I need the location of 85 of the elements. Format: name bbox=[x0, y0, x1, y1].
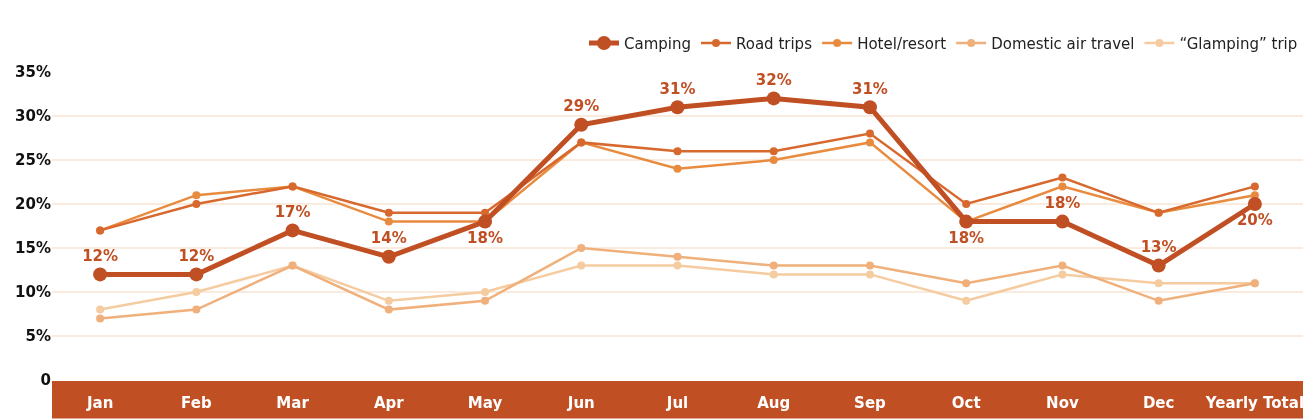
point bbox=[192, 305, 201, 314]
data-label: 31% bbox=[852, 79, 888, 98]
point bbox=[96, 305, 105, 314]
point bbox=[1154, 279, 1163, 288]
point bbox=[189, 267, 204, 282]
x-tick-label: May bbox=[467, 394, 503, 412]
point bbox=[1058, 270, 1067, 279]
point bbox=[865, 270, 874, 279]
legend-label: Camping bbox=[624, 34, 691, 53]
point bbox=[769, 156, 778, 164]
x-tick-label: Dec bbox=[1142, 394, 1175, 412]
x-tick-label: Aug bbox=[757, 394, 791, 412]
point bbox=[1151, 258, 1166, 273]
data-label: 32% bbox=[755, 70, 792, 89]
x-tick-label: Jan bbox=[85, 394, 114, 412]
point bbox=[769, 147, 778, 156]
data-label: 29% bbox=[563, 97, 600, 116]
x-tick-label: Apr bbox=[373, 394, 405, 412]
y-tick-label: 35% bbox=[15, 63, 51, 82]
point bbox=[192, 200, 201, 208]
y-tick-label: 20% bbox=[15, 195, 51, 214]
data-label: 13% bbox=[1140, 238, 1177, 257]
point bbox=[96, 314, 105, 323]
point bbox=[577, 244, 586, 252]
x-tick-label: Jul bbox=[665, 394, 689, 412]
x-tick-label: Feb bbox=[181, 394, 212, 412]
point bbox=[384, 217, 393, 226]
x-tick-label: Oct bbox=[951, 394, 981, 412]
point bbox=[1058, 173, 1067, 182]
point bbox=[1055, 214, 1070, 229]
point bbox=[481, 296, 490, 305]
legend-label: Domestic air travel bbox=[991, 34, 1135, 53]
data-label: 18% bbox=[948, 228, 985, 247]
point bbox=[384, 305, 393, 314]
data-label: 14% bbox=[370, 229, 407, 248]
y-tick-label: 30% bbox=[15, 107, 51, 126]
point bbox=[670, 100, 685, 115]
point bbox=[1058, 261, 1067, 270]
point bbox=[673, 252, 682, 261]
legend-label: Hotel/resort bbox=[857, 34, 947, 53]
point bbox=[962, 296, 971, 305]
point bbox=[192, 288, 201, 296]
data-label: 31% bbox=[659, 79, 696, 98]
x-tick-label: Nov bbox=[1046, 394, 1079, 412]
x-tick-label: Yearly Total bbox=[1204, 394, 1305, 412]
data-label: 18% bbox=[1044, 194, 1081, 213]
point bbox=[384, 208, 393, 217]
y-tick-label: 0 bbox=[40, 371, 51, 390]
point bbox=[769, 270, 778, 279]
point bbox=[1154, 296, 1163, 305]
legend-label: “Glamping” trip bbox=[1179, 34, 1298, 53]
point bbox=[381, 249, 396, 264]
x-tick-label: Jun bbox=[566, 394, 595, 412]
x-tick-label: Sep bbox=[854, 394, 887, 412]
point bbox=[769, 261, 778, 270]
x-tick-label: Mar bbox=[276, 394, 310, 412]
point bbox=[577, 261, 586, 270]
legend-label: Road trips bbox=[736, 34, 813, 53]
point bbox=[384, 296, 393, 305]
point bbox=[962, 279, 971, 288]
point bbox=[192, 191, 201, 200]
point bbox=[865, 261, 874, 270]
point bbox=[673, 147, 682, 156]
point bbox=[93, 267, 108, 282]
data-label: 12% bbox=[178, 246, 215, 265]
y-tick-label: 25% bbox=[15, 151, 51, 170]
point bbox=[481, 288, 490, 296]
data-label: 18% bbox=[467, 228, 503, 247]
point bbox=[862, 100, 877, 115]
point bbox=[865, 138, 874, 147]
point bbox=[962, 200, 971, 208]
point bbox=[766, 91, 781, 106]
point bbox=[1247, 197, 1262, 211]
data-label: 17% bbox=[274, 202, 311, 221]
y-tick-label: 15% bbox=[15, 239, 51, 258]
y-tick-label: 5% bbox=[25, 327, 51, 346]
point bbox=[1250, 182, 1259, 191]
point bbox=[1058, 182, 1067, 191]
point bbox=[673, 261, 682, 270]
point bbox=[574, 117, 589, 132]
point bbox=[865, 129, 874, 138]
point bbox=[285, 223, 300, 238]
y-tick-label: 10% bbox=[15, 283, 51, 302]
point bbox=[673, 164, 682, 173]
data-label: 12% bbox=[82, 246, 119, 265]
